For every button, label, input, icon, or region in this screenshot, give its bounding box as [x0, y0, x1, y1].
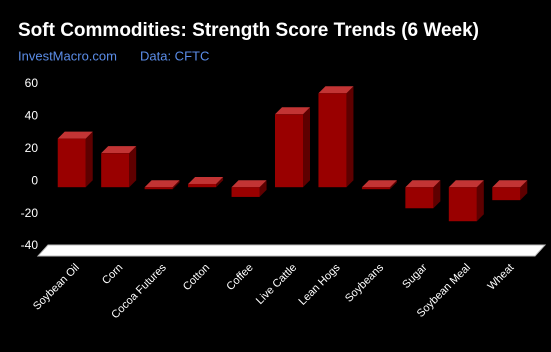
- chart-title: Soft Commodities: Strength Score Trends …: [18, 20, 479, 41]
- y-tick-label: 20: [25, 141, 39, 155]
- bar-top: [405, 180, 441, 188]
- y-tick-label: -40: [21, 238, 39, 252]
- bar: [318, 93, 347, 188]
- bar-side: [520, 180, 528, 201]
- bar-top: [275, 107, 310, 115]
- bar-top: [361, 180, 397, 188]
- bar: [275, 114, 303, 188]
- y-tick-label: -20: [21, 206, 39, 220]
- bar-side: [476, 180, 484, 222]
- bar-top: [231, 180, 267, 188]
- bar-side: [346, 86, 354, 188]
- bar-top: [188, 176, 224, 184]
- bar: [57, 138, 86, 188]
- bar-top: [318, 86, 354, 94]
- bar-side: [129, 146, 137, 188]
- bar-side: [303, 107, 310, 188]
- bar: [101, 153, 130, 188]
- bar: [405, 187, 434, 209]
- bar-side: [85, 131, 93, 188]
- y-tick-label: 60: [25, 76, 39, 90]
- bar: [144, 187, 173, 190]
- floor: [36, 244, 547, 257]
- bar: [188, 183, 217, 188]
- bar-side: [433, 180, 441, 209]
- bar-top: [448, 180, 484, 188]
- bar: [361, 187, 390, 190]
- bar-top: [57, 131, 93, 139]
- y-tick-label: 40: [25, 109, 39, 123]
- y-tick-label: 0: [31, 173, 38, 187]
- bar-top: [492, 180, 528, 188]
- bar-top: [101, 146, 137, 154]
- bar-side: [259, 180, 267, 197]
- site-label: InvestMacro.com: [18, 48, 117, 63]
- source-label: Data: CFTC: [140, 48, 209, 63]
- bar-side: [389, 180, 397, 190]
- bar: [492, 187, 521, 201]
- bar: [231, 187, 260, 197]
- bar-top: [144, 180, 180, 188]
- bar-side: [216, 176, 224, 188]
- bar: [448, 187, 477, 222]
- bar-side: [172, 180, 180, 190]
